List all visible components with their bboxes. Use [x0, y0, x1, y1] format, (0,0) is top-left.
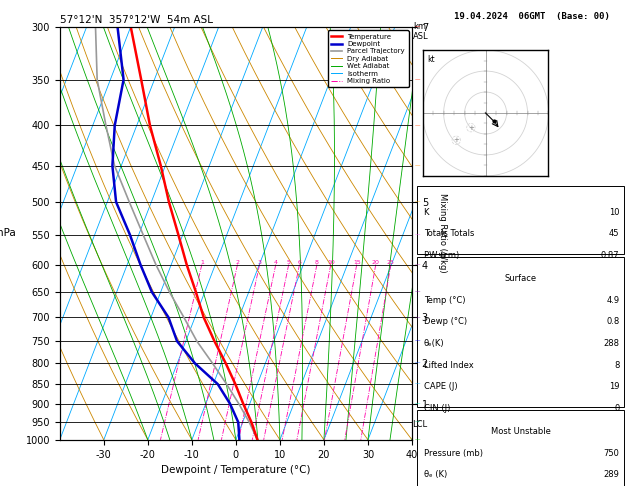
Text: Pressure (mb): Pressure (mb) [423, 449, 482, 458]
Text: 750: 750 [604, 449, 620, 458]
Text: —: — [415, 163, 421, 168]
Text: 0.87: 0.87 [601, 251, 620, 260]
Text: —: — [415, 401, 421, 406]
Text: —: — [415, 361, 421, 366]
Text: —: — [415, 382, 421, 386]
Text: 19: 19 [609, 382, 620, 391]
Text: —: — [415, 339, 421, 344]
Text: 6: 6 [298, 260, 301, 264]
X-axis label: Dewpoint / Temperature (°C): Dewpoint / Temperature (°C) [161, 465, 311, 475]
Text: θₑ(K): θₑ(K) [423, 339, 444, 348]
Text: 19.04.2024  06GMT  (Base: 00): 19.04.2024 06GMT (Base: 00) [454, 12, 610, 21]
Text: —: — [415, 24, 421, 29]
Y-axis label: hPa: hPa [0, 228, 16, 238]
Text: Most Unstable: Most Unstable [491, 427, 550, 436]
Text: 3: 3 [257, 260, 262, 264]
Text: 20: 20 [372, 260, 380, 264]
Text: 0.8: 0.8 [606, 317, 620, 327]
Text: 1: 1 [200, 260, 204, 264]
Text: Dewp (°C): Dewp (°C) [423, 317, 467, 327]
Text: —: — [415, 315, 421, 320]
Text: θₑ (K): θₑ (K) [423, 470, 447, 479]
Text: Temp (°C): Temp (°C) [423, 296, 465, 305]
Text: 57°12'N  357°12'W  54m ASL: 57°12'N 357°12'W 54m ASL [60, 15, 213, 25]
Y-axis label: Mixing Ratio (g/kg): Mixing Ratio (g/kg) [438, 193, 447, 273]
Text: 8: 8 [315, 260, 319, 264]
Text: 2: 2 [235, 260, 240, 264]
Text: +: + [468, 125, 474, 131]
Text: CAPE (J): CAPE (J) [423, 382, 457, 391]
Bar [417, 257, 624, 407]
Text: —: — [415, 437, 421, 442]
Text: 45: 45 [609, 229, 620, 238]
Text: 288: 288 [604, 339, 620, 348]
Text: —: — [415, 123, 421, 128]
Text: Lifted Index: Lifted Index [423, 361, 473, 369]
Text: 5: 5 [287, 260, 291, 264]
Text: CIN (J): CIN (J) [423, 404, 450, 413]
Text: —: — [415, 290, 421, 295]
Text: 15: 15 [353, 260, 360, 264]
Text: kt: kt [428, 55, 435, 64]
Text: 8: 8 [614, 361, 620, 369]
Text: Totals Totals: Totals Totals [423, 229, 474, 238]
Text: —: — [415, 199, 421, 205]
Text: —: — [415, 420, 421, 425]
Text: —: — [415, 232, 421, 237]
Text: K: K [423, 208, 429, 217]
Text: —: — [415, 77, 421, 82]
Bar [417, 410, 624, 486]
Text: 289: 289 [604, 470, 620, 479]
Text: 10: 10 [609, 208, 620, 217]
Text: —: — [415, 262, 421, 267]
Text: LCL: LCL [412, 419, 427, 429]
Text: 0: 0 [615, 404, 620, 413]
Text: 4: 4 [274, 260, 278, 264]
Text: Surface: Surface [504, 274, 537, 283]
Text: km
ASL: km ASL [413, 22, 429, 41]
Text: +: + [454, 137, 459, 143]
Legend: Temperature, Dewpoint, Parcel Trajectory, Dry Adiabat, Wet Adiabat, Isotherm, Mi: Temperature, Dewpoint, Parcel Trajectory… [328, 30, 408, 87]
Bar [417, 186, 624, 254]
Text: 10: 10 [327, 260, 335, 264]
Text: 25: 25 [387, 260, 395, 264]
Text: 4.9: 4.9 [606, 296, 620, 305]
Text: PW (cm): PW (cm) [423, 251, 459, 260]
